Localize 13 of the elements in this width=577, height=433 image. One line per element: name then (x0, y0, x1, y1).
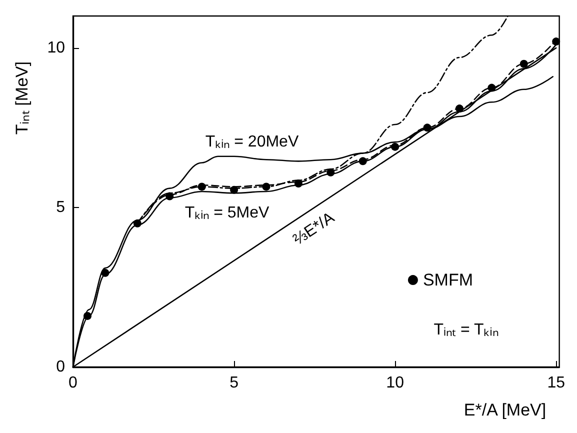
x-tick-label: 15 (547, 374, 566, 392)
x-tick-label: 10 (386, 374, 404, 392)
legend-label: SMFM (422, 270, 473, 290)
x-tick-label: 0 (68, 374, 78, 392)
annotation: Tₖᵢₙ = 20MeV (205, 134, 299, 150)
annotation: Tₖᵢₙ = 5MeV (184, 204, 270, 222)
y-tick-label: 5 (56, 198, 66, 216)
annotation: Tᵢₙₜ = Tₖᵢₙ (434, 322, 498, 338)
y-axis-title: Tᵢₙₜ [MeV] (12, 61, 32, 135)
x-axis-title: E*/A [MeV] (464, 400, 546, 420)
x-tick-label: 5 (230, 374, 239, 392)
y-tick-label: 0 (56, 358, 66, 376)
y-tick-label: 10 (47, 39, 66, 56)
